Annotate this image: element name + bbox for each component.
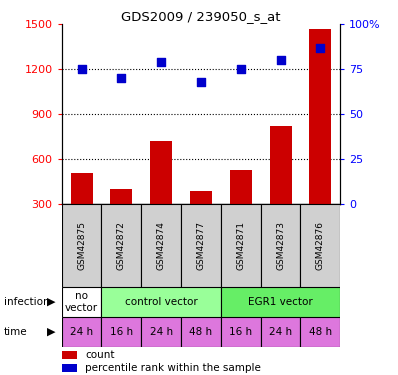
Text: GSM42871: GSM42871 <box>236 221 245 270</box>
Text: 24 h: 24 h <box>150 327 173 337</box>
Text: ▶: ▶ <box>47 327 55 337</box>
FancyBboxPatch shape <box>221 204 261 287</box>
Bar <box>62 351 77 358</box>
Text: 16 h: 16 h <box>110 327 133 337</box>
Text: ▶: ▶ <box>47 297 55 307</box>
Bar <box>300 317 340 347</box>
Bar <box>230 170 252 204</box>
Point <box>317 45 324 51</box>
Bar <box>221 317 261 347</box>
Text: percentile rank within the sample: percentile rank within the sample <box>85 363 261 373</box>
Text: EGR1 vector: EGR1 vector <box>248 297 313 307</box>
Text: GSM42874: GSM42874 <box>157 221 166 270</box>
FancyBboxPatch shape <box>141 204 181 287</box>
Text: count: count <box>85 350 115 360</box>
Point <box>158 59 164 65</box>
Bar <box>62 287 101 317</box>
Text: GSM42875: GSM42875 <box>77 221 86 270</box>
Text: GSM42873: GSM42873 <box>276 221 285 270</box>
Title: GDS2009 / 239050_s_at: GDS2009 / 239050_s_at <box>121 10 281 23</box>
Text: GSM42877: GSM42877 <box>197 221 205 270</box>
Bar <box>62 364 77 372</box>
Bar <box>150 141 172 204</box>
Text: 48 h: 48 h <box>309 327 332 337</box>
Bar <box>270 126 291 204</box>
Bar <box>181 317 221 347</box>
Bar <box>190 191 212 204</box>
Point <box>118 75 125 81</box>
Bar <box>261 317 300 347</box>
Text: 24 h: 24 h <box>70 327 93 337</box>
FancyBboxPatch shape <box>181 204 221 287</box>
Text: 24 h: 24 h <box>269 327 292 337</box>
Bar <box>101 317 141 347</box>
Bar <box>141 317 181 347</box>
Bar <box>71 173 92 204</box>
Text: GSM42872: GSM42872 <box>117 221 126 270</box>
Text: 16 h: 16 h <box>229 327 252 337</box>
Point <box>277 57 284 63</box>
Bar <box>221 287 340 317</box>
Point <box>78 66 85 72</box>
Text: GSM42876: GSM42876 <box>316 221 325 270</box>
Point <box>198 79 204 85</box>
FancyBboxPatch shape <box>62 204 101 287</box>
Text: control vector: control vector <box>125 297 197 307</box>
Bar <box>101 287 221 317</box>
Bar <box>111 189 132 204</box>
Bar <box>310 29 332 204</box>
FancyBboxPatch shape <box>261 204 300 287</box>
Point <box>238 66 244 72</box>
Text: infection: infection <box>4 297 50 307</box>
Text: no
vector: no vector <box>65 291 98 313</box>
Text: 48 h: 48 h <box>189 327 213 337</box>
Text: time: time <box>4 327 27 337</box>
Bar <box>62 317 101 347</box>
FancyBboxPatch shape <box>101 204 141 287</box>
FancyBboxPatch shape <box>300 204 340 287</box>
